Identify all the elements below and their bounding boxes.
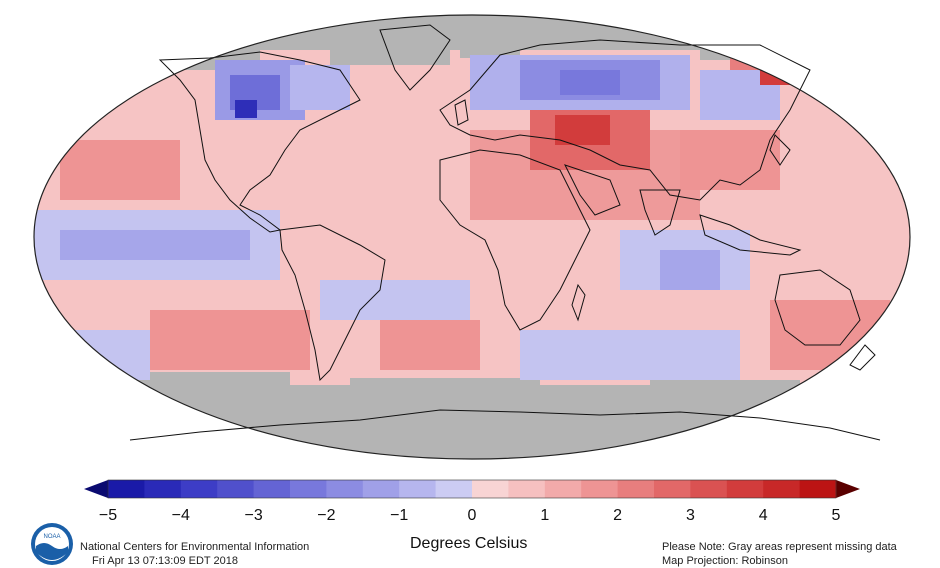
colorbar-under-arrow [84,480,108,498]
globe-border [33,14,911,460]
missing-data-antarctic [34,385,910,459]
arabia-outline [564,164,621,216]
units-label: Degrees Celsius [410,535,528,552]
colorbar-cell [217,480,255,498]
colorbar-cell [544,480,582,498]
indonesia-outline [699,214,802,256]
colorbar-cell [581,480,619,498]
new-zealand-outline [849,344,876,371]
south-america-outline [279,224,386,382]
colorbar-cell [472,480,509,498]
japan-outline [769,134,791,166]
missing-data-note: Please Note: Gray areas represent missin… [662,541,897,553]
colorbar-cell [690,480,728,498]
north-america-outline [158,51,361,233]
madagascar-outline [571,283,586,322]
colorbar-cell [654,480,691,498]
africa-outline [439,149,591,331]
coastlines [129,24,881,441]
colorbar-cell [435,480,473,498]
antarctica-outline [129,409,881,441]
colorbar-cell [617,480,655,498]
colorbar-cell [180,480,218,498]
noaa-logo-icon: NOAA [31,523,73,565]
org-name: National Centers for Environmental Infor… [80,541,310,553]
colorbar-cell [799,480,837,498]
colorbar-cell [253,480,291,498]
india-outline [639,189,681,236]
eurasia-outline [439,39,811,201]
uk-outline [454,99,469,126]
australia-outline [774,269,861,346]
projection-note: Map Projection: Robinson [662,555,788,567]
colorbar-cell [726,480,764,498]
colorbar-cell [144,480,182,498]
colorbar-cell [362,480,400,498]
colorbar-cell [290,480,327,498]
greenland-outline [379,24,451,91]
svg-text:NOAA: NOAA [43,534,60,540]
colorbar-cell [763,480,801,498]
colorbar [84,479,860,499]
colorbar-cell [508,480,546,498]
generated-timestamp: Fri Apr 13 07:13:09 EDT 2018 [92,555,238,567]
colorbar-cell [326,480,364,498]
colorbar-over-arrow [836,480,860,498]
colorbar-cell [108,480,145,498]
colorbar-cell [399,480,437,498]
